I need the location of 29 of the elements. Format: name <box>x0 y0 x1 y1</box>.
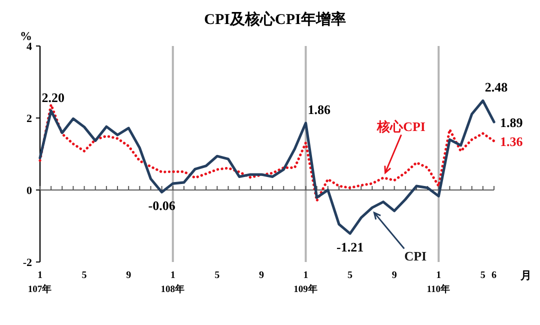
x-tick-label: 9 <box>258 270 264 281</box>
x-tick-label: 1 110年 <box>426 270 450 295</box>
y-tick-label: 2 <box>26 113 32 125</box>
y-axis-title: % <box>20 29 32 43</box>
x-tick-label: 5 <box>348 270 353 281</box>
x-tick-label: 9 <box>392 270 397 281</box>
data-label: 2.48 <box>484 80 508 95</box>
x-tick-label: 5 <box>480 270 486 281</box>
x-tick-label: 6 <box>492 270 496 281</box>
x-tick-label: 9 <box>126 270 132 281</box>
data-label: -1.21 <box>336 240 364 255</box>
x-tick-label: 5 <box>214 270 220 281</box>
x-axis-title: 月 <box>520 270 532 282</box>
y-tick-label: 4 <box>26 41 32 53</box>
series-label: 核心CPI <box>376 118 426 134</box>
data-label: 1.36 <box>500 134 524 150</box>
data-label: 1.89 <box>500 114 524 130</box>
text: CPI <box>404 248 427 264</box>
x-tick-label: 1 107年 <box>28 270 52 295</box>
data-label: 2.20 <box>42 90 64 105</box>
y-tick-label: -2 <box>22 257 32 269</box>
line-series <box>38 103 496 202</box>
data-label: -0.06 <box>148 198 176 214</box>
x-tick-label: 1 108年 <box>160 270 186 295</box>
data-label: 1.86 <box>308 102 332 118</box>
chart-title: CPI及核心CPI年增率 <box>204 10 346 28</box>
y-tick-label: 0 <box>26 185 32 197</box>
x-tick-label: 5 <box>82 270 87 281</box>
x-tick-label: 1 109年 <box>294 270 318 295</box>
